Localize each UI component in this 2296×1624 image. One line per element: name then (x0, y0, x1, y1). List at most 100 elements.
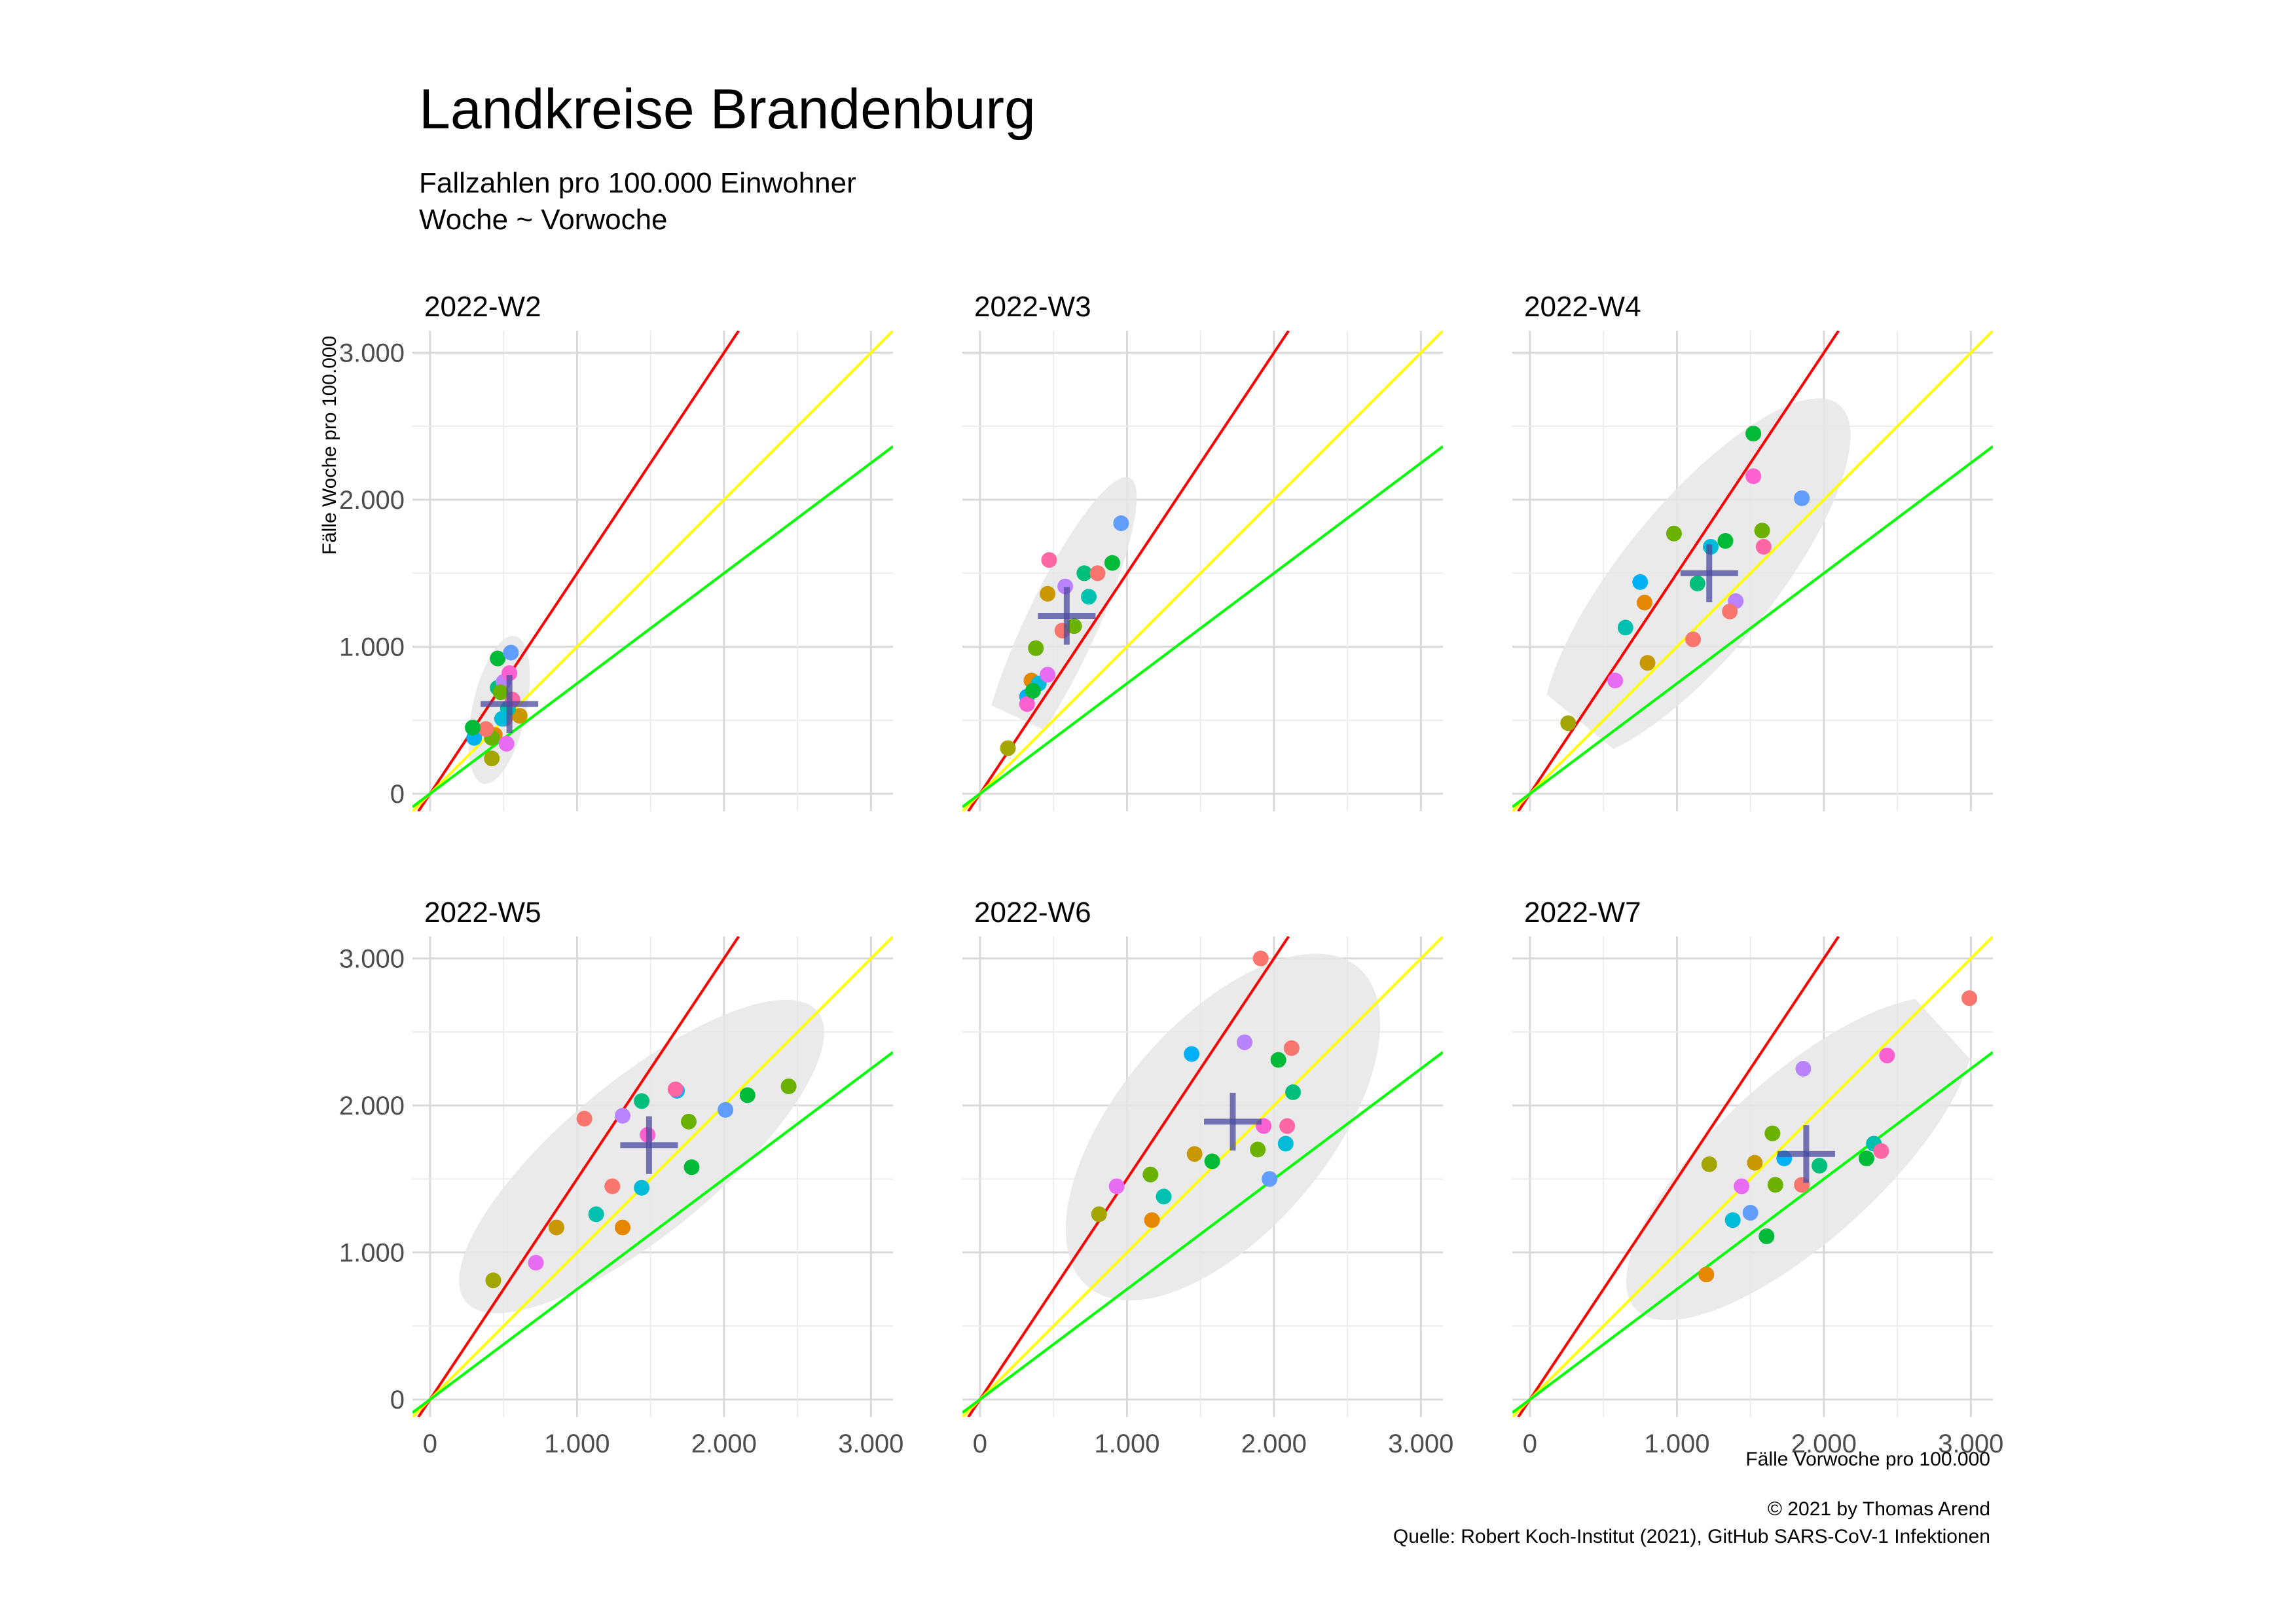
x-tick-label: 0 (973, 1430, 987, 1458)
data-point (1028, 640, 1044, 656)
data-point (1186, 1146, 1203, 1162)
data-point (1156, 1189, 1172, 1205)
y-tick-label: 3.000 (339, 945, 405, 974)
data-point (1666, 525, 1682, 542)
data-point (511, 708, 528, 724)
data-point (478, 721, 494, 737)
reference-line (962, 331, 1443, 811)
data-point (1858, 1150, 1874, 1166)
x-tick-label: 0 (423, 1430, 437, 1458)
facet-label: 2022-W4 (1524, 291, 1641, 323)
reference-line (962, 936, 1443, 1417)
data-point (1250, 1141, 1266, 1158)
x-tick-label: 3.000 (1388, 1430, 1453, 1458)
data-point (465, 720, 481, 736)
y-tick-label: 3.000 (339, 339, 405, 368)
data-point (503, 644, 519, 661)
data-point (1252, 950, 1269, 967)
facet-panel-2022-W2: 2022-W2 0 1.000 2.000 3.000 (339, 291, 893, 811)
data-point (1873, 1143, 1889, 1159)
x-tick-label: 3.000 (838, 1430, 903, 1458)
data-point (1270, 1052, 1286, 1068)
data-point (1283, 1040, 1300, 1056)
facet-label: 2022-W6 (974, 896, 1091, 929)
data-point (492, 684, 509, 701)
data-point (1689, 576, 1705, 592)
chart-subtitle-line2: Woche ~ Vorwoche (419, 204, 668, 236)
reference-line (1512, 331, 1993, 811)
reference-line (962, 1051, 1443, 1414)
data-point (1279, 1118, 1296, 1134)
data-point (1607, 673, 1624, 689)
data-point (1019, 696, 1035, 712)
reference-line (967, 936, 1290, 1417)
data-point (1262, 1171, 1278, 1187)
confidence-ellipse (459, 999, 824, 1314)
data-point (1754, 523, 1770, 539)
data-point (1745, 426, 1762, 442)
data-point (1113, 515, 1129, 532)
data-point (485, 1272, 501, 1289)
x-tick-label: 2.000 (1241, 1430, 1307, 1458)
y-tick-label: 0 (390, 1386, 405, 1414)
facet-label: 2022-W2 (424, 291, 541, 323)
data-point (634, 1093, 650, 1109)
x-tick-label: 2.000 (691, 1430, 757, 1458)
data-point (1041, 552, 1057, 568)
data-point (1066, 618, 1082, 635)
data-point (1639, 655, 1656, 671)
data-point (1701, 1156, 1717, 1172)
data-point (1025, 682, 1041, 699)
data-point (780, 1078, 797, 1094)
x-tick-label: 1.000 (1094, 1430, 1159, 1458)
reference-line (1512, 445, 1993, 808)
reference-line (412, 445, 893, 808)
data-point (1758, 1228, 1775, 1244)
data-point (1144, 1212, 1160, 1228)
reference-line (1517, 331, 1840, 811)
data-point (1285, 1084, 1302, 1100)
y-tick-label: 1.000 (339, 1239, 405, 1268)
data-point (490, 650, 506, 667)
reference-line (1512, 936, 1993, 1417)
data-point (1632, 574, 1649, 590)
x-axis-label: Fälle Vorwoche pro 100.000 (1745, 1449, 1990, 1470)
facet-label: 2022-W7 (1524, 896, 1641, 929)
y-axis-label: Fälle Woche pro 100.000 (319, 336, 340, 555)
data-point (1236, 1034, 1252, 1050)
facet-panel-2022-W5: 2022-W5 0 1.000 2.000 3.000 0 1.000 2.000 3.000 (339, 896, 903, 1458)
facet-panel-2022-W3: 2022-W3 (962, 291, 1443, 811)
data-point (1104, 555, 1120, 571)
reference-line (412, 1051, 893, 1414)
data-point (683, 1159, 700, 1175)
y-tick-label: 2.000 (339, 1092, 405, 1120)
data-point (1717, 532, 1734, 549)
chart-subtitle-line1: Fallzahlen pro 100.000 Einwohner (419, 167, 856, 199)
data-point (680, 1113, 697, 1130)
data-point (1764, 1125, 1781, 1141)
x-tick-label: 1.000 (544, 1430, 610, 1458)
data-point (1560, 715, 1576, 731)
x-tick-label: 3.000 (1938, 1430, 2003, 1458)
data-point (484, 750, 500, 767)
caption-source: Quelle: Robert Koch-Institut (2021), Git… (1393, 1526, 1990, 1547)
y-tick-label: 0 (390, 780, 405, 809)
data-point (1089, 565, 1106, 581)
confidence-ellipse (1626, 997, 1974, 1321)
reference-line (962, 445, 1443, 808)
facet-label: 2022-W5 (424, 896, 541, 929)
facet-label: 2022-W3 (974, 291, 1091, 323)
data-point (576, 1111, 592, 1127)
data-point (548, 1219, 564, 1236)
data-point (1794, 490, 1810, 506)
y-tick-label: 1.000 (339, 633, 405, 662)
data-point (1734, 1178, 1750, 1194)
facet-panel-2022-W7: 2022-W7 0 1.000 2.000 3.000 (1512, 896, 2003, 1458)
data-point (1091, 1206, 1107, 1223)
caption-copyright: © 2021 by Thomas Arend (1768, 1498, 1990, 1520)
data-point (1076, 565, 1093, 581)
data-point (667, 1081, 683, 1098)
data-point (1081, 589, 1097, 605)
y-tick-label: 2.000 (339, 486, 405, 515)
